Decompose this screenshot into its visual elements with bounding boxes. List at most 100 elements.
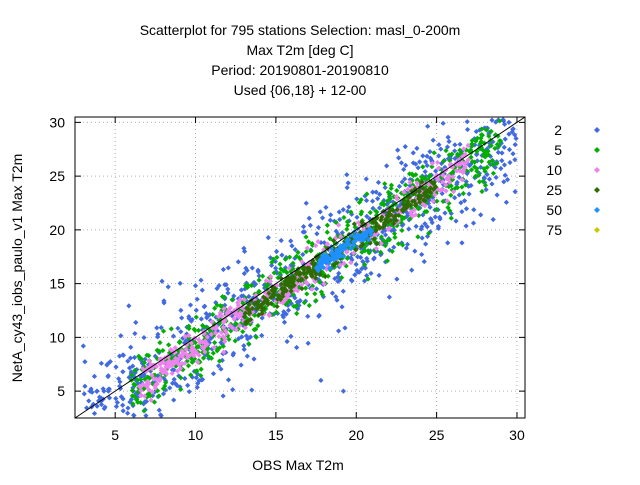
scatter-point-series-25 [308, 269, 314, 275]
scatter-point-series-2 [414, 145, 420, 151]
scatter-point-series-2 [489, 181, 495, 187]
scatter-point-series-2 [184, 331, 190, 337]
x-tick-label: 20 [348, 427, 364, 443]
scatter-point-series-25 [287, 284, 293, 290]
scatter-point-series-50 [345, 242, 351, 248]
scatter-point-series-5 [365, 248, 371, 254]
scatter-point-series-50 [324, 253, 330, 259]
scatter-point-series-2 [402, 143, 408, 150]
scatter-point-series-10 [304, 245, 310, 251]
scatter-point-series-5 [288, 268, 294, 275]
scatter-point-series-2 [390, 227, 396, 233]
scatter-point-series-5 [210, 311, 216, 318]
scatter-point-series-10 [142, 393, 148, 399]
scatter-point-series-2 [412, 248, 418, 254]
scatter-point-series-2 [142, 356, 148, 362]
scatter-point-series-25 [333, 260, 339, 266]
scatter-point-series-50 [322, 256, 328, 263]
scatter-point-series-50 [368, 228, 374, 234]
scatter-point-series-2 [244, 353, 250, 359]
scatter-point-series-2 [253, 295, 259, 301]
scatter-point-series-5 [424, 209, 430, 215]
scatter-point-series-2 [391, 244, 397, 250]
scatter-point-series-2 [501, 162, 508, 168]
scatter-point-series-2 [464, 170, 470, 177]
scatter-point-series-5 [480, 152, 487, 159]
scatter-point-series-5 [168, 326, 174, 332]
scatter-point-series-25 [419, 179, 425, 185]
scatter-point-series-5 [409, 171, 415, 177]
scatter-point-series-25 [316, 254, 322, 260]
scatter-point-series-5 [388, 185, 394, 192]
scatter-point-series-5 [468, 154, 474, 160]
scatter-point-series-25 [396, 212, 402, 218]
scatter-point-series-25 [433, 184, 439, 190]
scatter-point-series-2 [141, 372, 147, 378]
scatter-point-series-5 [431, 150, 437, 156]
scatter-point-series-2 [336, 209, 342, 215]
scatter-point-series-2 [155, 334, 161, 340]
scatter-point-series-5 [255, 323, 261, 329]
scatter-point-series-2 [398, 160, 405, 166]
scatter-point-series-5 [226, 336, 232, 343]
scatter-point-series-2 [319, 215, 326, 221]
scatter-point-series-2 [489, 117, 495, 123]
plot-frame [74, 116, 526, 419]
scatter-point-series-2 [113, 364, 119, 370]
scatter-point-series-2 [283, 311, 289, 317]
scatter-point-series-5 [245, 282, 251, 288]
scatter-point-series-2 [279, 252, 285, 258]
scatter-point-series-5 [480, 178, 486, 184]
scatter-point-series-2 [120, 396, 126, 402]
scatter-point-series-10 [146, 358, 152, 364]
scatter-point-series-2 [463, 223, 469, 229]
scatter-point-series-5 [196, 344, 202, 350]
scatter-point-series-5 [480, 147, 486, 153]
scatter-point-series-5 [131, 381, 137, 387]
scatter-point-series-5 [287, 254, 293, 260]
scatter-point-series-10 [215, 314, 222, 320]
scatter-point-series-10 [422, 203, 428, 209]
scatter-point-series-10 [459, 153, 466, 160]
scatter-point-series-5 [177, 339, 183, 346]
scatter-point-series-5 [420, 164, 426, 170]
scatter-point-series-25 [331, 262, 337, 268]
scatter-point-series-2 [98, 398, 104, 404]
scatter-point-series-5 [147, 375, 153, 381]
scatter-point-series-5 [474, 168, 480, 174]
scatter-point-series-10 [176, 362, 183, 368]
scatter-point-series-2 [376, 272, 382, 278]
scatter-point-series-5 [403, 182, 409, 188]
scatter-point-series-2 [419, 224, 425, 230]
scatter-point-series-2 [436, 153, 442, 159]
scatter-point-series-10 [267, 278, 273, 284]
scatter-point-series-2 [355, 269, 361, 275]
scatter-point-series-25 [385, 213, 391, 220]
scatter-point-series-25 [256, 303, 262, 309]
scatter-point-series-2 [466, 191, 472, 197]
scatter-point-series-10 [204, 341, 210, 347]
scatter-point-series-10 [462, 164, 468, 170]
scatter-point-series-5 [309, 283, 316, 289]
scatter-point-series-2 [380, 229, 386, 235]
scatter-point-series-2 [424, 224, 430, 230]
scatter-point-series-25 [388, 212, 394, 218]
scatter-point-series-2 [501, 179, 507, 185]
scatter-point-series-2 [90, 401, 96, 407]
scatter-point-series-25 [251, 301, 258, 307]
scatter-point-series-10 [274, 282, 280, 288]
scatter-point-series-2 [194, 296, 200, 302]
scatter-point-series-2 [194, 384, 200, 390]
scatter-point-series-25 [242, 310, 248, 316]
scatter-point-series-5 [489, 158, 495, 164]
scatter-point-series-2 [81, 391, 87, 397]
scatter-point-series-2 [456, 192, 462, 198]
scatter-point-series-2 [219, 357, 225, 363]
scatter-point-series-2 [154, 325, 160, 331]
scatter-point-series-10 [188, 340, 194, 346]
scatter-point-series-2 [255, 269, 261, 275]
scatter-point-series-2 [280, 314, 287, 320]
scatter-point-series-10 [235, 302, 242, 308]
scatter-point-series-2 [422, 159, 429, 165]
scatter-point-series-5 [313, 297, 319, 304]
